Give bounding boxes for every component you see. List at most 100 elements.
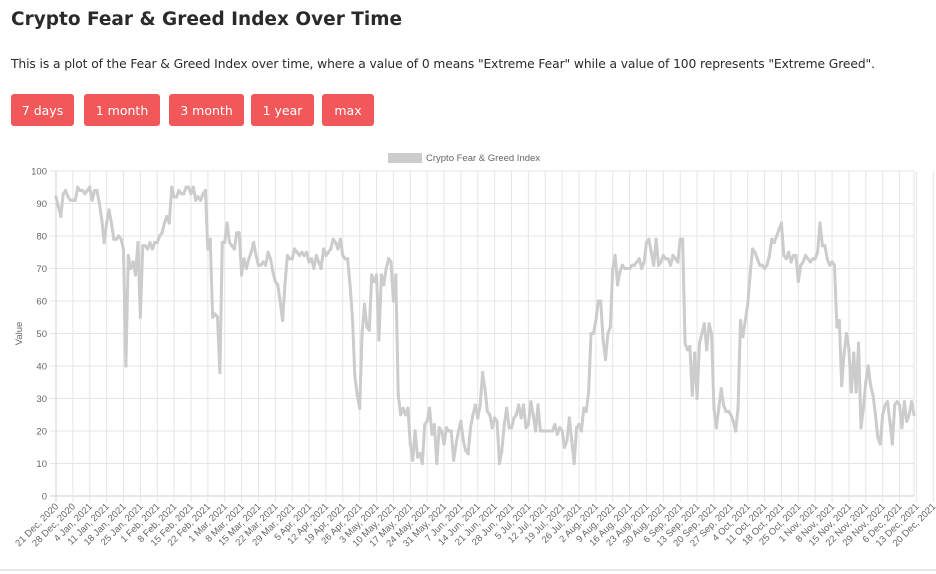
data-point[interactable] [618,270,622,274]
data-point[interactable] [521,403,526,407]
data-point[interactable] [403,413,408,417]
data-point[interactable] [673,257,677,261]
data-point[interactable] [652,263,656,267]
data-point[interactable] [160,231,164,235]
data-point[interactable] [741,335,745,339]
data-point[interactable] [661,253,665,258]
data-point[interactable] [483,387,487,391]
data-point[interactable] [353,374,357,378]
data-point[interactable] [707,322,711,326]
data-point[interactable] [80,188,85,193]
data-point[interactable] [794,253,798,258]
data-point[interactable] [866,364,870,368]
data-point[interactable] [64,188,68,193]
data-point[interactable] [182,192,186,196]
legend-label[interactable]: Crypto Fear & Greed Index [426,153,540,164]
data-point[interactable] [61,192,65,196]
data-point[interactable] [587,390,591,394]
data-point[interactable] [466,452,470,456]
data-point[interactable] [823,244,827,248]
data-point[interactable] [546,429,550,433]
data-point[interactable] [791,253,796,258]
data-point[interactable] [464,448,468,453]
data-point[interactable] [170,185,174,189]
data-point[interactable] [488,413,492,417]
data-point[interactable] [543,429,547,433]
data-point[interactable] [341,253,345,258]
data-point[interactable] [671,253,675,258]
data-point[interactable] [158,234,162,238]
data-point[interactable] [514,413,518,417]
data-point[interactable] [247,257,251,261]
data-point[interactable] [411,458,415,462]
data-point[interactable] [765,263,769,267]
data-point[interactable] [206,247,210,251]
data-point[interactable] [625,266,629,271]
data-point[interactable] [493,416,497,420]
data-point[interactable] [854,390,858,394]
data-point[interactable] [172,195,176,199]
data-point[interactable] [305,250,309,254]
data-point[interactable] [615,283,620,287]
data-point[interactable] [772,240,776,245]
data-point[interactable] [502,422,506,427]
data-point[interactable] [567,416,571,420]
data-point[interactable] [324,253,328,258]
data-point[interactable] [389,260,393,264]
data-point[interactable] [548,429,552,433]
data-point[interactable] [249,250,253,254]
data-point[interactable] [683,341,687,345]
data-point[interactable] [401,406,405,410]
data-point[interactable] [560,429,564,433]
data-point[interactable] [572,461,576,466]
data-point[interactable] [396,393,400,397]
data-point[interactable] [796,279,800,284]
data-point[interactable] [905,419,909,423]
data-point[interactable] [524,426,528,430]
data-point[interactable] [179,192,183,196]
data-point[interactable] [596,299,600,303]
data-point[interactable] [191,185,195,189]
data-point[interactable] [620,263,624,267]
data-point[interactable] [399,413,403,417]
data-point[interactable] [553,422,557,427]
data-point[interactable] [731,419,735,423]
data-point[interactable] [92,188,97,193]
data-point[interactable] [613,253,617,258]
data-point[interactable] [644,240,649,245]
data-point[interactable] [346,257,350,261]
data-point[interactable] [803,253,808,258]
data-point[interactable] [738,318,743,323]
data-point[interactable] [454,442,458,446]
data-point[interactable] [840,383,844,388]
range-1-month-button[interactable]: 1 month [84,94,160,126]
data-point[interactable] [485,409,490,414]
data-point[interactable] [384,266,388,271]
data-point[interactable] [847,348,851,352]
data-point[interactable] [117,234,121,238]
data-point[interactable] [611,266,615,271]
data-point[interactable] [136,240,140,245]
data-point[interactable] [495,419,499,423]
data-point[interactable] [184,185,188,189]
data-point[interactable] [307,260,311,264]
data-point[interactable] [842,351,846,355]
data-point[interactable] [273,279,277,284]
data-point[interactable] [68,198,73,202]
data-point[interactable] [637,257,641,261]
data-point[interactable] [799,263,803,267]
data-point[interactable] [365,325,369,329]
data-point[interactable] [239,273,244,277]
data-point[interactable] [235,231,239,235]
data-point[interactable] [278,299,282,303]
data-point[interactable] [73,198,77,202]
data-point[interactable] [440,429,444,433]
data-point[interactable] [165,214,169,219]
data-point[interactable] [714,426,718,430]
data-point[interactable] [784,257,788,261]
data-point[interactable] [114,237,118,241]
data-point[interactable] [358,406,362,410]
data-point[interactable] [719,387,723,391]
data-point[interactable] [828,263,832,267]
data-point[interactable] [837,318,841,323]
